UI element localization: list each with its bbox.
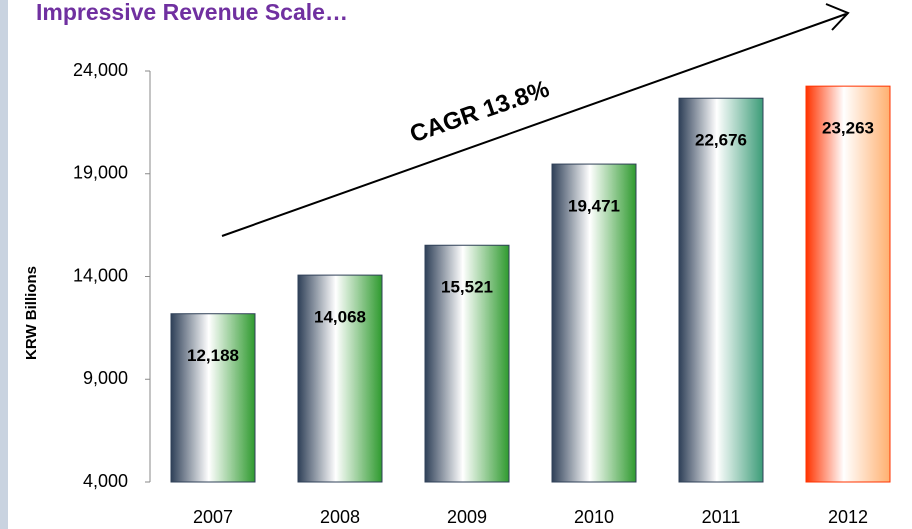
x-tick-label: 2009: [447, 507, 487, 527]
bar: [805, 85, 891, 483]
y-tick-label: 4,000: [83, 471, 128, 491]
side-border: [0, 0, 8, 529]
x-tick-label: 2012: [828, 507, 868, 527]
y-tick-label: 9,000: [83, 368, 128, 388]
y-tick-label: 19,000: [73, 163, 128, 183]
bar: [424, 244, 510, 483]
arrow-head: [825, 3, 850, 31]
value-label: 14,068: [314, 308, 366, 327]
x-tick-label: 2011: [702, 507, 741, 527]
bar: [678, 97, 764, 483]
x-tick-label: 2010: [574, 507, 614, 527]
bar: [551, 163, 637, 483]
bar: [170, 313, 256, 483]
value-label: 22,676: [695, 131, 747, 150]
bar: [297, 274, 383, 483]
y-axis-label: KRW Billions: [23, 266, 40, 360]
x-tick-label: 2007: [193, 507, 233, 527]
trend-arrow: [221, 13, 847, 237]
value-label: 19,471: [568, 197, 620, 216]
value-label: 23,263: [822, 119, 874, 138]
value-label: 12,188: [187, 346, 239, 365]
chart-title: Impressive Revenue Scale…: [36, 0, 348, 25]
y-tick-label: 24,000: [73, 60, 128, 80]
value-label: 15,521: [441, 278, 493, 297]
y-tick-label: 14,000: [73, 265, 128, 285]
annotation: CAGR 13.8%: [406, 75, 552, 148]
x-tick-label: 2008: [320, 507, 360, 527]
